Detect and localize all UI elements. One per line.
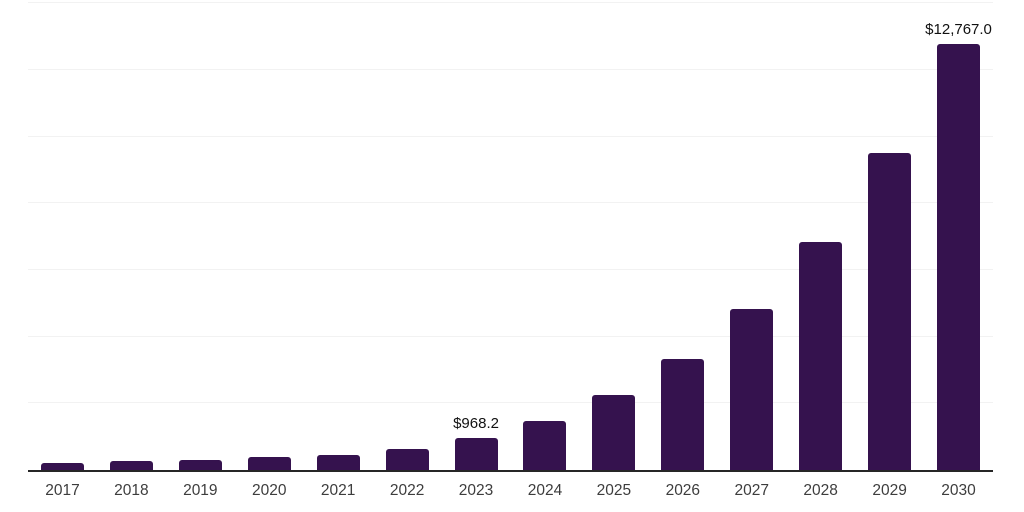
x-tick-2022: 2022 bbox=[389, 482, 425, 499]
bar-2028 bbox=[799, 242, 843, 470]
gridline-4000 bbox=[28, 335, 993, 337]
bar-2020 bbox=[247, 457, 291, 470]
x-tick-2020: 2020 bbox=[252, 482, 287, 499]
plot-area: $968.2 $12,767.0 bbox=[28, 0, 993, 472]
bar-2026 bbox=[661, 359, 705, 470]
gridline-6000 bbox=[28, 269, 993, 270]
x-tick-2024: 2024 bbox=[527, 482, 563, 499]
bar-2030 bbox=[937, 44, 981, 470]
x-tick-2027: 2027 bbox=[734, 482, 769, 499]
value-label-2023: $968.2 bbox=[453, 414, 499, 432]
bar-2018 bbox=[109, 460, 153, 470]
bar-2023 bbox=[454, 437, 498, 470]
x-tick-2029: 2029 bbox=[872, 482, 907, 499]
bar-2024 bbox=[523, 421, 567, 470]
value-label-2030: $12,767.0 bbox=[925, 21, 992, 39]
x-tick-2021: 2021 bbox=[320, 482, 356, 499]
gridline-8000 bbox=[28, 202, 993, 204]
bar-2025 bbox=[592, 395, 636, 470]
gridline-14000 bbox=[28, 2, 993, 4]
x-tick-2019: 2019 bbox=[183, 482, 218, 499]
gridline-2000 bbox=[28, 402, 993, 404]
bar-2027 bbox=[730, 309, 774, 470]
x-tick-2026: 2026 bbox=[665, 482, 701, 499]
bar-2021 bbox=[316, 454, 360, 470]
x-tick-2017: 2017 bbox=[45, 482, 80, 499]
gridline-10000 bbox=[28, 135, 993, 137]
gridline-12000 bbox=[28, 69, 993, 70]
x-tick-2023: 2023 bbox=[458, 482, 494, 499]
bar-2022 bbox=[385, 449, 429, 470]
bar-2017 bbox=[40, 463, 84, 470]
x-tick-2025: 2025 bbox=[596, 482, 632, 499]
x-tick-2028: 2028 bbox=[803, 482, 838, 499]
bar-2019 bbox=[178, 460, 222, 470]
bar-2029 bbox=[868, 153, 912, 470]
x-tick-2018: 2018 bbox=[114, 482, 149, 499]
x-tick-2030: 2030 bbox=[941, 482, 976, 499]
